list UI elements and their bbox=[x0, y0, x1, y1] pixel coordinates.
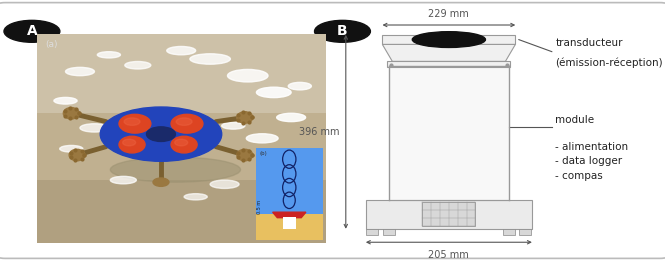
Text: - data logger: - data logger bbox=[555, 156, 622, 166]
Ellipse shape bbox=[184, 194, 207, 200]
Ellipse shape bbox=[110, 157, 241, 182]
Bar bbox=[256, 148, 323, 214]
Text: (émission-réception): (émission-réception) bbox=[555, 58, 663, 68]
Bar bbox=[389, 66, 509, 200]
Ellipse shape bbox=[146, 127, 176, 141]
Ellipse shape bbox=[277, 113, 306, 122]
Text: A: A bbox=[27, 24, 37, 38]
Bar bbox=[37, 34, 326, 113]
Text: - compas: - compas bbox=[555, 171, 603, 181]
Ellipse shape bbox=[171, 136, 197, 153]
Ellipse shape bbox=[60, 145, 83, 152]
Text: module: module bbox=[555, 115, 595, 124]
Ellipse shape bbox=[210, 180, 239, 188]
Ellipse shape bbox=[265, 155, 300, 164]
Polygon shape bbox=[273, 212, 306, 218]
Ellipse shape bbox=[122, 139, 136, 146]
Ellipse shape bbox=[65, 67, 94, 76]
Circle shape bbox=[4, 20, 60, 42]
Ellipse shape bbox=[176, 118, 192, 125]
FancyBboxPatch shape bbox=[0, 3, 665, 258]
Text: 396 mm: 396 mm bbox=[299, 127, 339, 137]
Text: B: B bbox=[337, 24, 348, 38]
Ellipse shape bbox=[97, 52, 120, 58]
FancyBboxPatch shape bbox=[382, 35, 515, 44]
Bar bbox=[283, 217, 296, 229]
Ellipse shape bbox=[237, 112, 253, 123]
Ellipse shape bbox=[125, 62, 151, 69]
FancyBboxPatch shape bbox=[37, 34, 326, 243]
Ellipse shape bbox=[167, 46, 196, 55]
Text: 0.5 m: 0.5 m bbox=[257, 200, 263, 214]
Text: - alimentation: - alimentation bbox=[555, 141, 628, 152]
Ellipse shape bbox=[412, 32, 485, 48]
Ellipse shape bbox=[246, 134, 278, 143]
Ellipse shape bbox=[175, 139, 188, 146]
Ellipse shape bbox=[227, 69, 268, 82]
Ellipse shape bbox=[119, 114, 151, 133]
Bar bbox=[366, 229, 378, 235]
Ellipse shape bbox=[124, 118, 140, 125]
Ellipse shape bbox=[110, 176, 136, 184]
Ellipse shape bbox=[80, 124, 109, 132]
Ellipse shape bbox=[190, 54, 230, 64]
Ellipse shape bbox=[63, 108, 79, 119]
Text: 205 mm: 205 mm bbox=[428, 250, 469, 259]
Bar bbox=[519, 229, 531, 235]
Ellipse shape bbox=[171, 114, 203, 133]
Ellipse shape bbox=[119, 136, 145, 153]
Ellipse shape bbox=[221, 122, 245, 129]
Circle shape bbox=[315, 20, 370, 42]
Ellipse shape bbox=[237, 149, 253, 161]
Bar bbox=[422, 202, 475, 227]
Ellipse shape bbox=[54, 97, 77, 104]
Ellipse shape bbox=[153, 178, 169, 186]
Ellipse shape bbox=[288, 82, 311, 90]
Bar bbox=[383, 229, 395, 235]
Ellipse shape bbox=[69, 149, 85, 161]
Text: (b): (b) bbox=[259, 151, 267, 156]
Bar bbox=[387, 61, 511, 68]
Bar bbox=[503, 229, 515, 235]
Bar bbox=[37, 113, 326, 180]
Bar bbox=[366, 200, 532, 229]
Text: 229 mm: 229 mm bbox=[428, 9, 469, 19]
Bar bbox=[256, 214, 323, 240]
Polygon shape bbox=[382, 44, 515, 61]
Text: (a): (a) bbox=[45, 40, 58, 49]
Ellipse shape bbox=[100, 107, 221, 161]
Text: transducteur: transducteur bbox=[555, 38, 623, 48]
Ellipse shape bbox=[257, 87, 291, 98]
Bar bbox=[37, 180, 326, 243]
